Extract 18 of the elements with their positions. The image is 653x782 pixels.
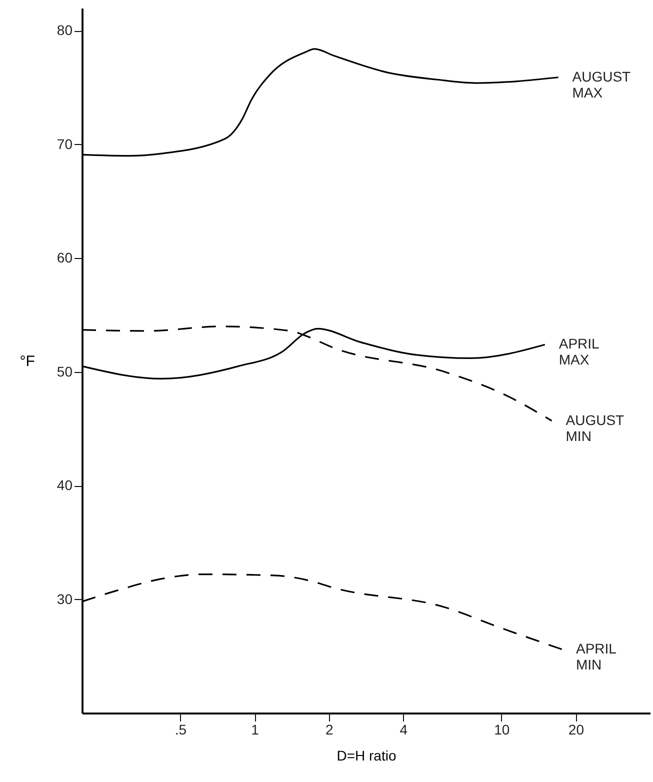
x-tick-label: 4: [400, 722, 408, 738]
y-axis-title: °F: [20, 353, 35, 370]
series-label: APRIL MIN: [576, 640, 617, 672]
y-tick-label: 30: [56, 590, 73, 607]
y-tick-label: 80: [56, 22, 73, 38]
x-tick-label: 1: [251, 722, 260, 738]
x-tick-label: 20: [568, 722, 584, 738]
y-tick-label: 40: [56, 477, 73, 494]
x-tick-label: 10: [494, 722, 510, 738]
series-label: APRIL MAX: [558, 336, 600, 368]
x-axis-title: D=H ratio: [336, 748, 396, 764]
series-label: AUGUST MAX: [572, 68, 632, 100]
y-tick-label: 50: [56, 363, 73, 380]
series-label: AUGUST MIN: [566, 412, 625, 444]
y-tick-label: 60: [56, 250, 73, 266]
x-tick-label: .5: [174, 722, 187, 738]
y-tick-label: 70: [56, 136, 73, 152]
x-tick-label: 2: [325, 722, 334, 738]
